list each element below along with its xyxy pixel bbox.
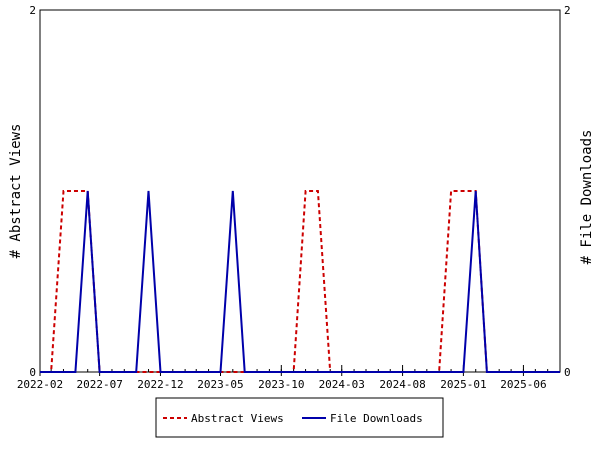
y-tick-label-right: 2 [564,4,571,17]
x-tick-label: 2022-12 [137,378,183,391]
legend: Abstract Views File Downloads [155,397,444,438]
x-tick-label: 2023-05 [197,378,243,391]
y-tick-label-left: 0 [29,366,36,379]
x-tick-label: 2025-01 [440,378,486,391]
x-tick-label: 2022-02 [17,378,63,391]
x-tick-label: 2025-06 [500,378,546,391]
x-tick-label: 2023-10 [258,378,304,391]
legend-label-file-downloads: File Downloads [330,412,423,425]
x-tick-label: 2024-08 [379,378,425,391]
y-axis-title-right: # File Downloads [579,130,595,265]
plot-area [39,9,561,373]
series-lines [40,190,560,373]
y-axis-title-left: # Abstract Views [8,124,24,259]
legend-box [155,397,444,438]
x-tick-label: 2024-03 [319,378,365,391]
series-line-abstract-views [40,190,560,373]
y-tick-label-left: 2 [29,4,36,17]
x-tick-label: 2022-07 [76,378,122,391]
legend-label-abstract-views: Abstract Views [191,412,284,425]
x-axis-tick-labels: 2022-02 2022-07 2022-12 2023-05 2023-10 2024-… [17,378,547,391]
y-tick-label-right: 0 [564,366,571,379]
series-line-file-downloads [40,190,560,373]
